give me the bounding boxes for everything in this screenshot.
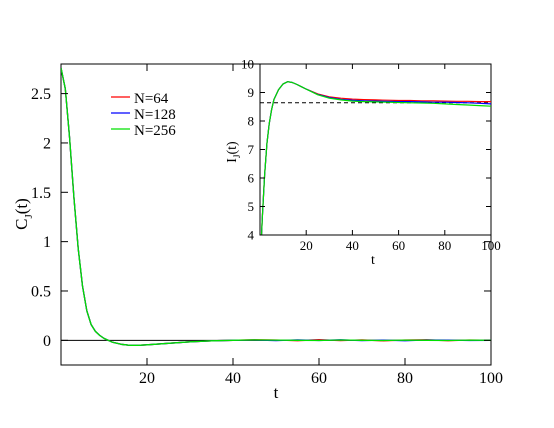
- inset-plot-background: [260, 64, 491, 235]
- inset-y-tick-label: 7: [248, 142, 255, 157]
- main-series-group: [61, 67, 491, 346]
- main-x-tick-label: 60: [311, 370, 327, 387]
- inset-series-group: [260, 81, 491, 235]
- inset-x-tick-label: 80: [438, 238, 451, 253]
- legend-label-n128: N=128: [134, 107, 176, 123]
- inset-x-ticks: 20 40 60 80 100: [300, 64, 501, 253]
- inset-y-axis-label: IJ(t): [225, 141, 242, 163]
- main-y-axis-label: CJ(t): [12, 198, 35, 230]
- inset-x-tick-label: 20: [300, 238, 313, 253]
- main-y-tick-label: 2.5: [31, 86, 51, 103]
- inset-y-tick-label: 4: [248, 228, 255, 243]
- inset-y-ticks: 4 5 6 7 8 9 10: [241, 57, 491, 243]
- main-y-tick-label: 1: [43, 234, 51, 251]
- main-y-ticks: 0 0.5 1 1.5 2 2.5: [31, 86, 491, 350]
- main-series-line-n256: [61, 67, 491, 346]
- inset-y-tick-label: 5: [248, 199, 255, 214]
- main-y-label-main: C: [12, 218, 31, 229]
- inset-series-line-n256: [260, 81, 491, 235]
- inset-y-label-suffix: (t): [225, 141, 240, 155]
- inset-y-label-main: I: [225, 158, 240, 163]
- main-x-ticks: 20 40 60 80 100: [139, 64, 503, 387]
- main-x-axis-label: t: [274, 383, 279, 402]
- main-y-label-sub: J: [23, 213, 35, 218]
- inset-y-tick-label: 9: [248, 85, 255, 100]
- main-y-tick-label: 1.5: [31, 185, 51, 202]
- inset-y-tick-label: 10: [241, 57, 254, 72]
- main-x-tick-label: 20: [139, 370, 155, 387]
- inset-x-tick-label: 100: [481, 238, 501, 253]
- main-x-tick-label: 80: [397, 370, 413, 387]
- main-x-tick-label: 100: [479, 370, 503, 387]
- inset-plot: 20 40 60 80 100 4 5 6 7 8 9 10 t IJ(t): [225, 57, 501, 268]
- legend-label-n256: N=256: [134, 123, 176, 139]
- main-y-tick-label: 2: [43, 136, 51, 153]
- main-y-tick-label: 0: [43, 333, 51, 350]
- inset-x-tick-label: 40: [346, 238, 359, 253]
- main-y-label-suffix: (t): [12, 198, 31, 214]
- inset-y-tick-label: 8: [248, 114, 255, 129]
- main-plot: 20 40 60 80 100 00.511.522.5 t CJ(t) N=64 N=…: [12, 63, 503, 402]
- main-legend: N=64 N=128 N=256: [111, 91, 176, 139]
- inset-y-tick-label: 6: [248, 171, 255, 186]
- inset-x-tick-label: 60: [392, 238, 405, 253]
- legend-label-n64: N=64: [134, 91, 169, 107]
- main-x-tick-label: 40: [225, 370, 241, 387]
- main-y-tick-label: 0.5: [31, 284, 51, 301]
- inset-x-axis-label: t: [371, 253, 375, 268]
- inset-y-label-sub: J: [232, 154, 242, 158]
